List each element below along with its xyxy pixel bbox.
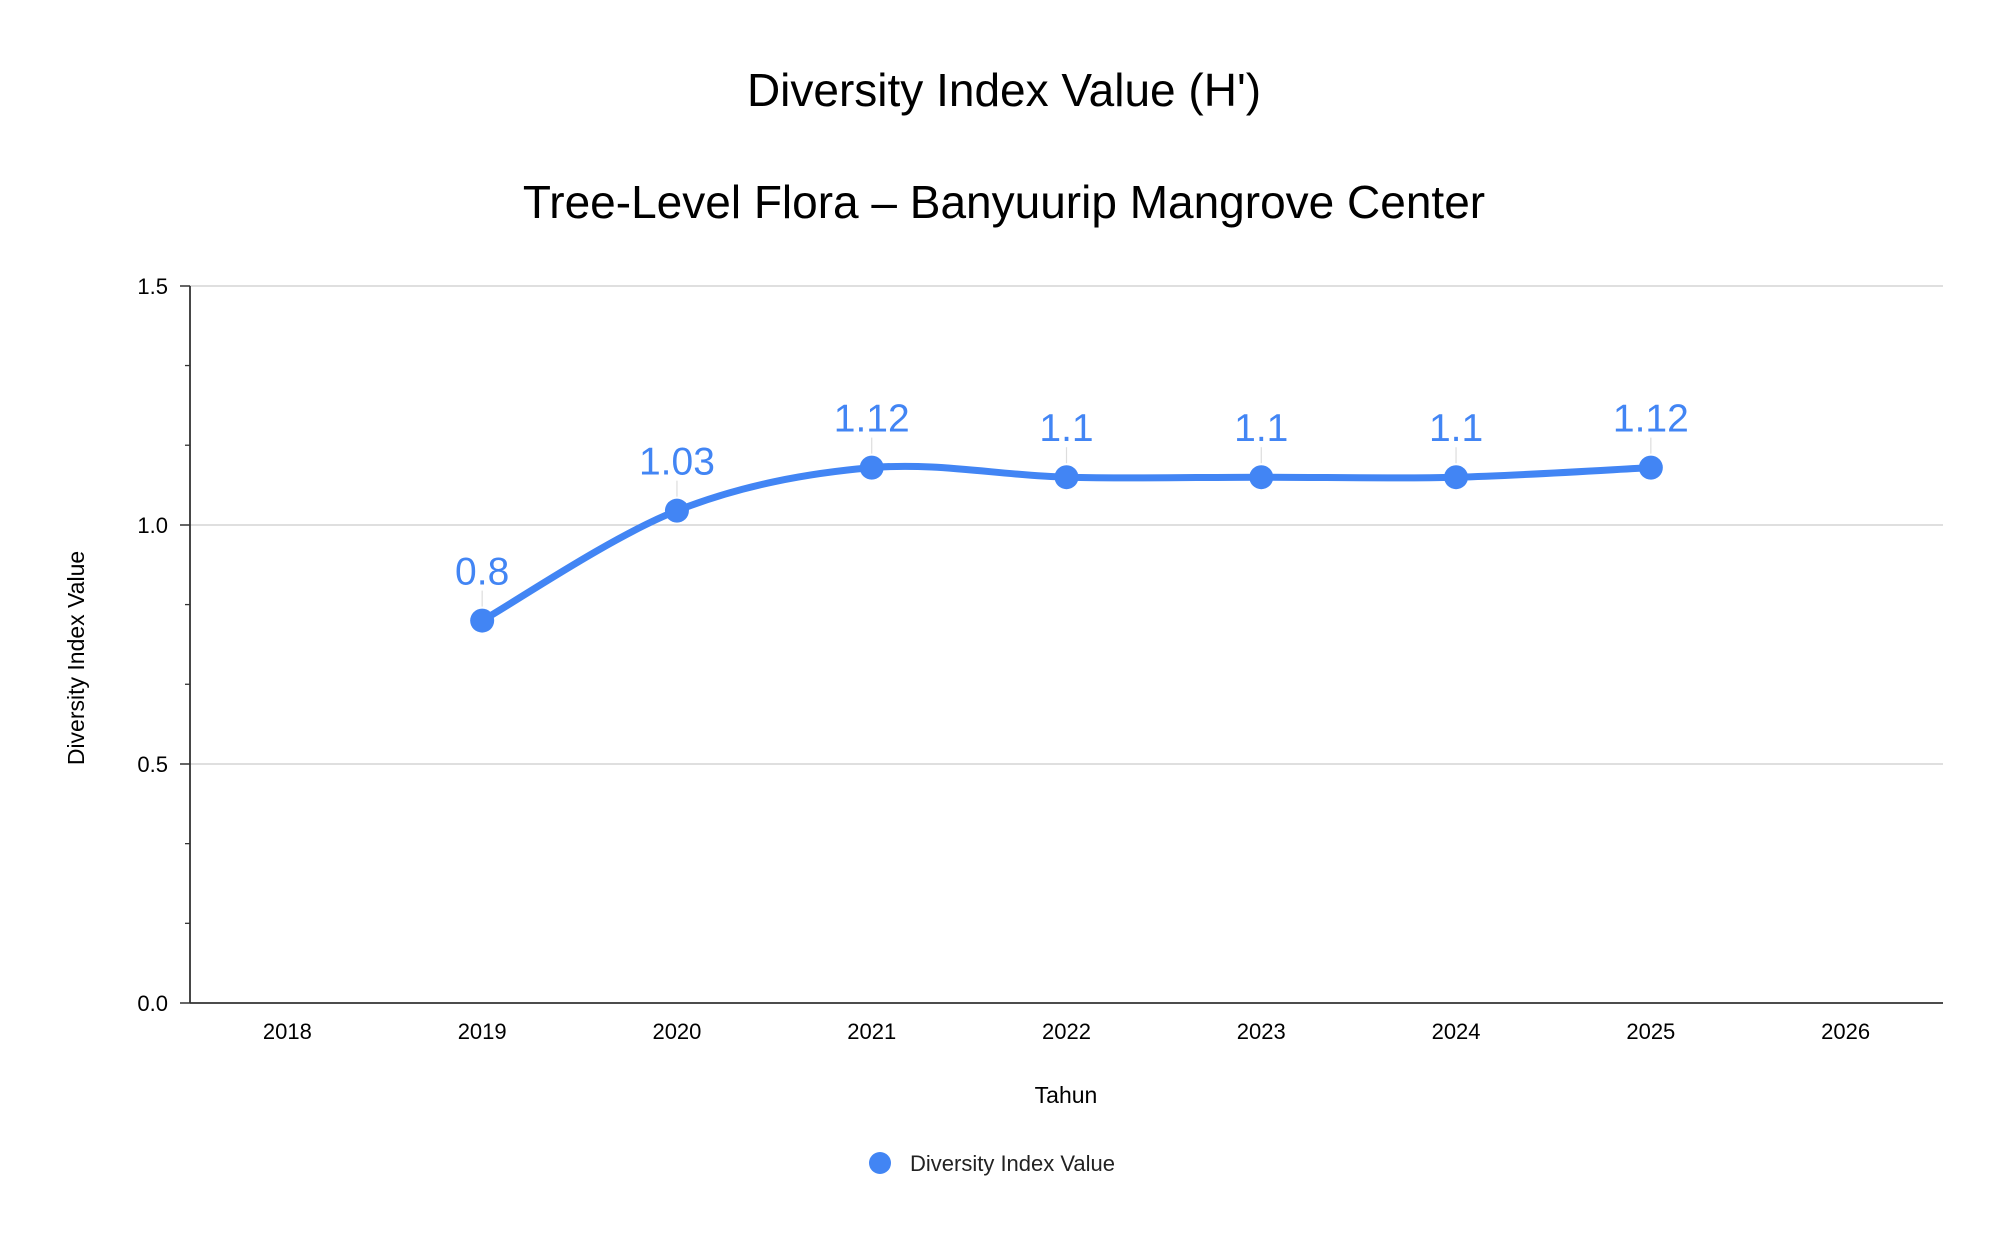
data-point: [470, 608, 495, 633]
data-point: [1249, 465, 1274, 490]
x-tick-label: 2023: [1237, 1019, 1286, 1044]
x-axis-ticks: 2018 2019 2020 2021 2022 2023 2024 2025 2026: [263, 1019, 1870, 1044]
data-point: [664, 498, 689, 523]
data-label: 0.8: [455, 551, 509, 594]
legend-label: Diversity Index Value: [910, 1151, 1115, 1176]
axes: [189, 286, 1943, 1004]
x-axis-title: Tahun: [1035, 1082, 1098, 1108]
data-label: 1.12: [1613, 398, 1689, 441]
data-label: 1.1: [1234, 407, 1288, 450]
chart-title: Diversity Index Value (H'): [747, 64, 1261, 116]
x-tick-label: 2026: [1821, 1019, 1870, 1044]
legend: Diversity Index Value: [869, 1151, 1115, 1176]
data-label: 1.12: [834, 398, 910, 441]
data-label: 1.1: [1429, 407, 1483, 450]
y-tick-label: 0.5: [137, 752, 168, 777]
x-tick-label: 2022: [1042, 1019, 1091, 1044]
chart-subtitle: Tree-Level Flora – Banyuurip Mangrove Ce…: [523, 176, 1485, 228]
legend-marker-icon: [869, 1152, 891, 1174]
x-tick-label: 2021: [847, 1019, 896, 1044]
x-tick-label: 2019: [458, 1019, 507, 1044]
x-tick-label: 2018: [263, 1019, 312, 1044]
data-point: [859, 455, 884, 480]
y-tick-label: 1.0: [137, 513, 168, 538]
gridlines: [190, 285, 1943, 765]
x-tick-label: 2025: [1626, 1019, 1675, 1044]
x-tick-label: 2020: [652, 1019, 701, 1044]
y-axis-ticks: 0.0 0.5 1.0 1.5: [137, 274, 190, 1016]
data-point: [1638, 455, 1663, 480]
data-point: [1054, 465, 1079, 490]
y-tick-label: 1.5: [137, 274, 168, 299]
series-group: [470, 455, 1663, 633]
y-axis-title: Diversity Index Value: [63, 551, 89, 765]
data-label: 1.1: [1039, 407, 1093, 450]
x-tick-label: 2024: [1432, 1019, 1481, 1044]
y-tick-label: 0.0: [137, 991, 168, 1016]
data-labels: 0.8 1.03 1.12 1.1 1.1 1.1 1.12: [455, 398, 1689, 607]
data-label: 1.03: [639, 441, 715, 484]
data-point: [1444, 465, 1469, 490]
